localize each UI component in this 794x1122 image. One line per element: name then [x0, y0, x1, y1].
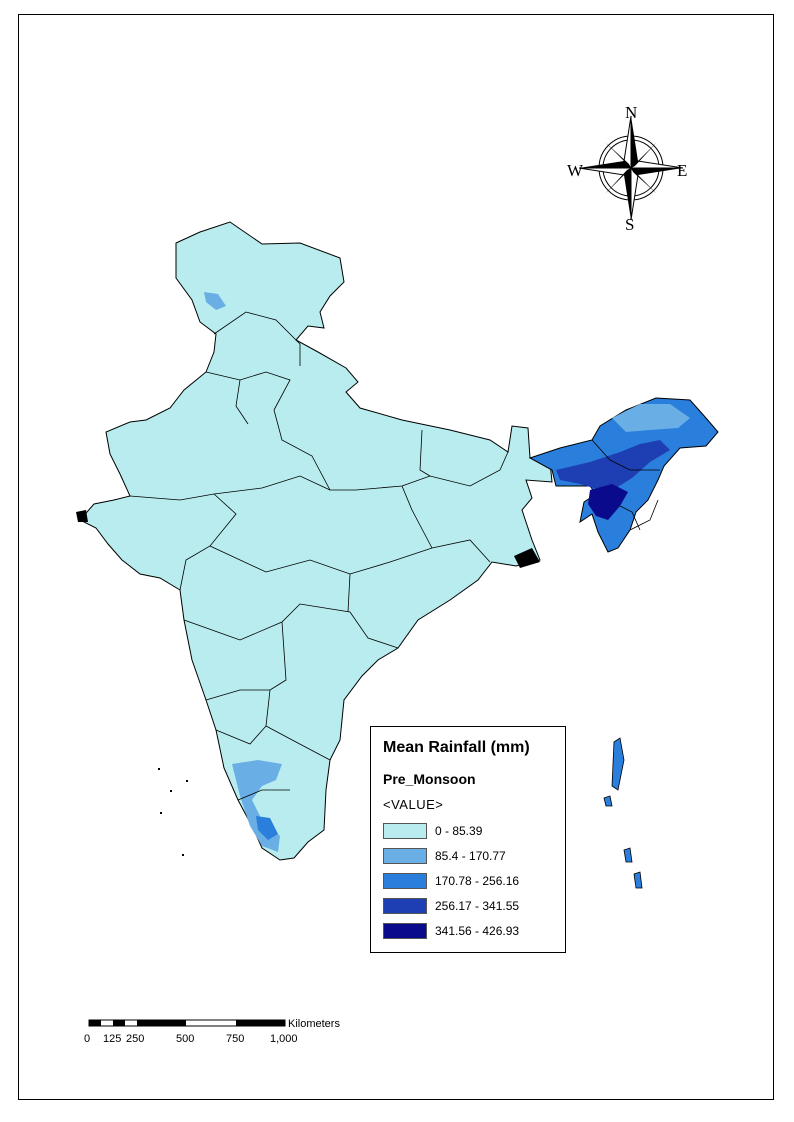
ne-light-patch	[612, 404, 690, 432]
state-boundaries	[129, 311, 660, 801]
legend-swatch	[383, 848, 427, 864]
scale-bar: Kilometers 0 125 250 500 750 1,000	[84, 1018, 340, 1045]
scale-tick-250: 250	[126, 1033, 144, 1045]
north-label: N	[625, 103, 637, 122]
legend-swatch	[383, 873, 427, 889]
map-frame	[18, 14, 774, 1100]
legend-entry: 0 - 85.39	[383, 823, 563, 841]
legend-entry-label: 0 - 85.39	[435, 824, 483, 838]
west-label: W	[567, 161, 584, 180]
legend-entry-label: 341.56 - 426.93	[435, 924, 520, 938]
andaman-islands	[603, 737, 643, 889]
legend-entry: 170.78 - 256.16	[383, 873, 563, 891]
legend-subtitle: Pre_Monsoon	[383, 771, 476, 787]
kerala-dark-patch	[256, 816, 278, 840]
north-arrow: N S E W	[567, 103, 687, 234]
legend-swatch	[383, 923, 427, 939]
legend-field: <VALUE>	[383, 797, 444, 812]
legend-entry: 256.17 - 341.55	[383, 898, 563, 916]
india-mainland	[79, 221, 553, 861]
scale-tick-500: 500	[176, 1033, 194, 1045]
legend-title: Mean Rainfall (mm)	[383, 739, 530, 756]
scale-tick-1000: 1,000	[270, 1033, 298, 1045]
south-label: S	[625, 215, 634, 234]
gujarat-tip	[76, 510, 88, 522]
east-label: E	[677, 161, 687, 180]
ne-dark-patch	[556, 440, 670, 490]
lakshadweep-islands	[158, 768, 188, 856]
legend-entry-label: 256.17 - 341.55	[435, 899, 520, 913]
legend-entry-label: 85.4 - 170.77	[435, 849, 506, 863]
legend-entry: 341.56 - 426.93	[383, 923, 563, 941]
scale-tick-0: 0	[84, 1033, 90, 1045]
ne-darkest-patch	[588, 484, 628, 520]
legend-swatch	[383, 823, 427, 839]
kashmir-patch	[204, 292, 226, 310]
scale-unit: Kilometers	[288, 1018, 340, 1030]
legend-entry-label: 170.78 - 256.16	[435, 874, 520, 888]
legend-swatch	[383, 898, 427, 914]
sundarbans	[514, 548, 540, 568]
legend-entry: 85.4 - 170.77	[383, 848, 563, 866]
legend: Mean Rainfall (mm) Pre_Monsoon <VALUE> 0…	[370, 726, 566, 953]
scale-tick-125: 125	[103, 1033, 121, 1045]
scale-tick-750: 750	[226, 1033, 244, 1045]
